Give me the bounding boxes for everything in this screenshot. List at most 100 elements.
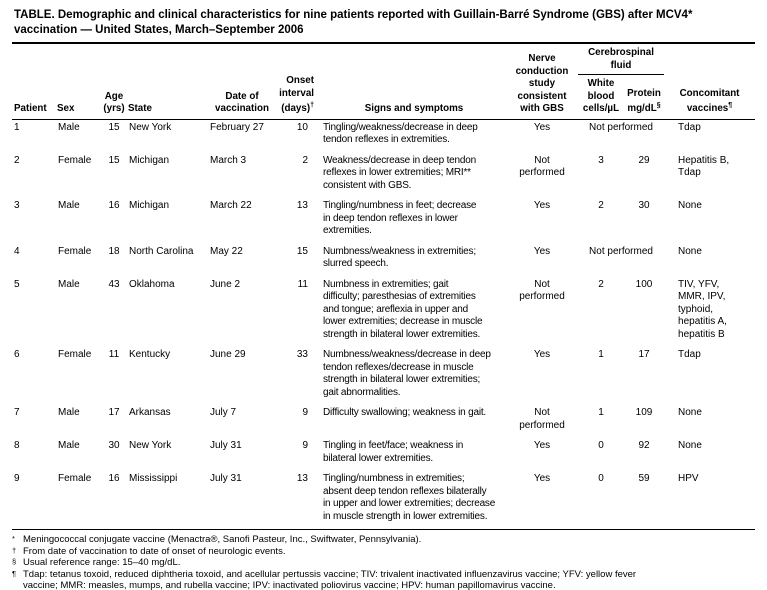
sex-cell: Female xyxy=(58,245,92,257)
patient-row: 3 Male 16 Michigan March 22 13 Tingling/… xyxy=(12,198,755,244)
footnote-text: Tdap: tetanus toxoid, reduced diphtheria… xyxy=(23,568,637,590)
table-header: Patient Sex Age (yrs) State Date of vacc… xyxy=(12,44,755,119)
onset-interval-cell: 15 xyxy=(296,245,308,257)
patient-row: 9 Female 16 Mississippi July 31 13 Tingl… xyxy=(12,471,755,530)
patient-row: 7 Male 17 Arkansas July 7 9 Difficulty s… xyxy=(12,405,755,438)
vaccination-date-cell: March 22 xyxy=(210,200,252,211)
state-cell: Kentucky xyxy=(129,349,171,360)
patient-row: 4 Female 18 North Carolina May 22 15 Num… xyxy=(12,244,755,277)
wbc-cell: 1 xyxy=(598,407,604,418)
footnote-text: Meningococcal conjugate vaccine (Menactr… xyxy=(23,534,422,545)
footnote: ¶ Tdap: tetanus toxoid, reduced diphtheri… xyxy=(12,569,755,590)
age-cell: 16 xyxy=(108,473,120,484)
onset-interval-cell: 9 xyxy=(302,407,308,418)
dagger-footnote-marker: † xyxy=(310,102,314,109)
wbc-cell: 2 xyxy=(598,278,604,290)
col-header-concomitant-vaccines: Concomitant vaccines¶ xyxy=(664,44,755,119)
age-cell: 30 xyxy=(108,440,120,451)
signs-symptoms-cell: Weakness/decrease in deep tendon reflexe… xyxy=(323,154,476,191)
vaccination-date-cell: March 3 xyxy=(210,154,247,166)
wbc-cell: 2 xyxy=(598,200,604,211)
footnote-marker: ¶ xyxy=(12,568,17,578)
footnote-marker: § xyxy=(12,557,17,566)
wbc-cell: 1 xyxy=(598,349,604,360)
col-header-age: Age (yrs) xyxy=(103,90,125,115)
patient-cell: 1 xyxy=(14,121,20,133)
sex-cell: Male xyxy=(58,200,80,211)
state-cell: Oklahoma xyxy=(129,278,175,290)
wbc-cell: 0 xyxy=(598,440,604,451)
vaccination-date-cell: July 31 xyxy=(210,440,242,451)
signs-symptoms-cell: Numbness/weakness/decrease in deep tendo… xyxy=(323,349,491,398)
concomitant-vaccines-cell: Hepatitis B, Tdap xyxy=(678,154,730,179)
patient-row: 5 Male 43 Oklahoma June 2 11 Numbness in… xyxy=(12,277,755,348)
wbc-cell: 0 xyxy=(598,473,604,484)
concomitant-label: Concomitant vaccines xyxy=(679,87,740,115)
vaccination-date-cell: June 29 xyxy=(210,349,246,360)
protein-cell: 29 xyxy=(638,154,650,166)
footnote-text: Usual reference range: 15–40 mg/dL. xyxy=(23,557,181,568)
protein-cell: 30 xyxy=(638,200,650,211)
state-cell: Mississippi xyxy=(129,473,178,484)
csf-not-performed-cell: Not performed xyxy=(589,245,653,257)
signs-symptoms-cell: Tingling/weakness/decrease in deep tendo… xyxy=(323,121,478,146)
concomitant-vaccines-cell: HPV xyxy=(678,473,699,484)
col-header-protein: Protein mg/dL§ xyxy=(624,75,664,120)
footnotes-section: * Meningococcal conjugate vaccine (Menact… xyxy=(12,530,755,590)
protein-cell: 109 xyxy=(635,407,653,418)
concomitant-vaccines-cell: None xyxy=(678,440,702,451)
concomitant-vaccines-cell: None xyxy=(678,245,702,257)
footnote: § Usual reference range: 15–40 mg/dL. xyxy=(12,557,755,569)
concomitant-vaccines-cell: TIV, YFV, MMR, IPV, typhoid, hepatitis A… xyxy=(678,278,727,340)
signs-symptoms-cell: Numbness/weakness in extremities; slurre… xyxy=(323,245,476,270)
concomitant-vaccines-cell: Tdap xyxy=(678,349,701,360)
sex-cell: Female xyxy=(58,349,92,360)
state-cell: Michigan xyxy=(129,154,170,166)
table-title: TABLE. Demographic and clinical characte… xyxy=(12,6,755,44)
sex-cell: Male xyxy=(58,278,80,290)
age-cell: 15 xyxy=(108,121,120,133)
patient-cell: 9 xyxy=(14,473,20,484)
sex-cell: Male xyxy=(58,121,80,133)
sex-cell: Male xyxy=(58,440,80,451)
state-cell: New York xyxy=(129,440,172,451)
nerve-conduction-cell: Not performed xyxy=(519,154,565,179)
signs-symptoms-cell: Tingling/numbness in feet; decrease in d… xyxy=(323,200,477,236)
concomitant-vaccines-cell: Tdap xyxy=(678,121,701,133)
col-header-signs-symptoms: Signs and symptoms xyxy=(364,103,464,114)
table-body: 1 Male 15 New York February 27 10 Tingli… xyxy=(12,119,756,530)
protein-label: Protein mg/dL xyxy=(627,87,661,115)
nerve-conduction-cell: Yes xyxy=(533,440,551,451)
footnote-text: From date of vaccination to date of onse… xyxy=(23,545,286,557)
nerve-conduction-cell: Yes xyxy=(533,121,551,133)
signs-symptoms-cell: Tingling/numbness in extremities; absent… xyxy=(323,473,496,522)
onset-interval-cell: 10 xyxy=(296,121,308,133)
gbs-patients-table: Patient Sex Age (yrs) State Date of vacc… xyxy=(12,44,756,530)
nerve-conduction-cell: Yes xyxy=(533,245,551,257)
col-header-onset-interval: Onset interval (days)† xyxy=(278,44,322,119)
patient-row: 1 Male 15 New York February 27 10 Tingli… xyxy=(12,119,755,153)
onset-interval-cell: 9 xyxy=(302,440,308,451)
patient-cell: 5 xyxy=(14,278,20,290)
col-group-header-csf: Cerebrospinal fluid xyxy=(578,44,665,75)
patient-row: 8 Male 30 New York July 31 9 Tingling in… xyxy=(12,438,755,471)
sex-cell: Male xyxy=(58,407,80,418)
onset-interval-cell: 33 xyxy=(296,349,308,360)
patient-cell: 7 xyxy=(14,407,20,418)
state-cell: Michigan xyxy=(129,200,170,211)
signs-symptoms-cell: Tingling in feet/face; weakness in bilat… xyxy=(323,440,464,464)
onset-interval-cell: 13 xyxy=(296,473,308,484)
sex-cell: Female xyxy=(58,154,92,166)
nerve-conduction-cell: Yes xyxy=(533,349,551,360)
protein-cell: 92 xyxy=(638,440,650,451)
protein-cell: 59 xyxy=(638,473,650,484)
vaccination-date-cell: February 27 xyxy=(210,121,264,133)
col-header-patient: Patient xyxy=(14,103,47,114)
vaccination-date-cell: July 7 xyxy=(210,407,237,418)
age-cell: 15 xyxy=(108,154,120,166)
sex-cell: Female xyxy=(58,473,92,484)
patient-row: 2 Female 15 Michigan March 3 2 Weakness/… xyxy=(12,153,755,199)
wbc-cell: 3 xyxy=(598,154,604,166)
col-header-vaccination-date: Date of vaccination xyxy=(215,90,269,115)
